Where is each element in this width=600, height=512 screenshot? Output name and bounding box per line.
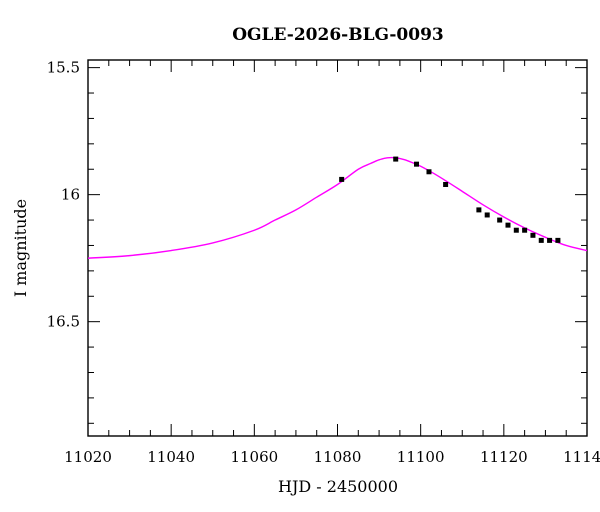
model-curve [87,156,588,259]
x-tick-label: 11080 [314,448,362,466]
chart-title: OGLE-2026-BLG-0093 [232,25,444,45]
data-point [426,169,432,175]
x-axis-label: HJD - 2450000 [278,477,398,496]
x-tick-label: 11100 [397,448,445,466]
data-point [538,237,544,243]
y-axis-label: I magnitude [11,199,30,297]
x-tick-label: 11020 [64,448,112,466]
data-point [522,227,528,233]
x-tick-label: 11060 [230,448,278,466]
data-point [414,161,420,167]
data-point [484,212,490,218]
y-tick-label: 16 [61,186,80,204]
data-point [339,176,345,182]
data-point [555,237,561,243]
y-tick-label: 15.5 [47,59,80,77]
x-tick-label: 11120 [480,448,528,466]
data-point [505,222,511,228]
data-point [476,207,482,213]
x-tick-label: 11040 [147,448,195,466]
data-point [497,217,503,223]
x-tick-label: 11140 [563,448,600,466]
axis-ticks [87,60,588,436]
data-points [339,156,561,243]
plot-frame [87,59,588,437]
data-point [393,156,399,162]
data-point [443,181,449,187]
y-tick-label: 16.5 [47,313,80,331]
model-line [87,156,588,259]
data-point [547,237,553,243]
data-point [530,232,536,238]
axis-tick-labels: 11020 11040 11060 11080 11100 11120 11140 15.5 1… [47,59,600,466]
data-point [513,227,519,233]
